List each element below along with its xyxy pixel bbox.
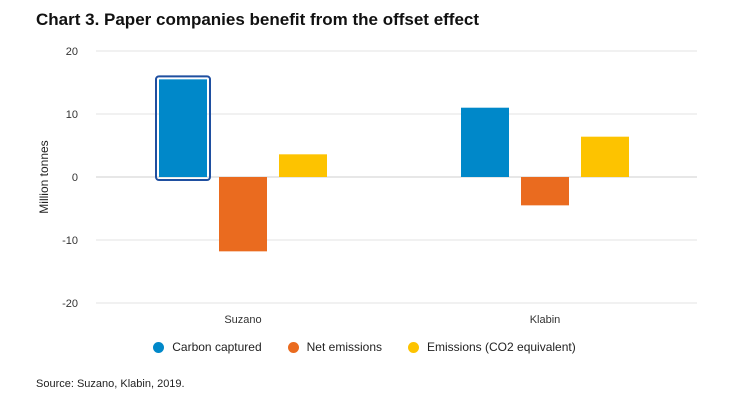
legend-label-carbon-captured: Carbon captured [172, 340, 262, 354]
legend-item-net-emissions[interactable]: Net emissions [287, 340, 382, 354]
legend-item-emissions-co2[interactable]: Emissions (CO2 equivalent) [408, 340, 576, 354]
legend-swatch-emissions-co2 [408, 341, 419, 353]
bar-suzano-net-emissions [219, 177, 267, 252]
y-axis-label: Million tonnes [37, 140, 51, 213]
legend-label-net-emissions: Net emissions [306, 340, 382, 354]
legend-label-emissions-co2: Emissions (CO2 equivalent) [427, 340, 576, 354]
bar-klabin-emissions-co2-equivalent- [581, 136, 629, 177]
y-tick-label: 10 [66, 109, 78, 121]
y-tick-label: 0 [72, 172, 78, 184]
x-tick-label: Klabin [530, 314, 561, 326]
bar-klabin-carbon-captured [461, 107, 509, 177]
bar-chart: 20 10 0 -10 -20 Million tonnes Suzano Klabin [37, 46, 697, 326]
y-tick-label: 20 [66, 46, 78, 58]
chart-legend: Carbon captured Net emissions Emissions … [0, 340, 729, 354]
y-tick-label: -20 [62, 298, 78, 310]
bar-suzano-emissions-co2-equivalent- [279, 154, 327, 177]
bar-klabin-net-emissions [521, 177, 569, 206]
bar-suzano-carbon-captured [159, 79, 207, 177]
bar-selection-outline [155, 75, 211, 181]
legend-swatch-carbon-captured [153, 341, 165, 353]
x-tick-label: Suzano [224, 314, 261, 326]
y-tick-label: -10 [62, 235, 78, 247]
legend-swatch-net-emissions [287, 341, 299, 353]
legend-item-carbon-captured[interactable]: Carbon captured [153, 340, 262, 354]
source-note: Source: Suzano, Klabin, 2019. [36, 378, 185, 390]
chart-title: Chart 3. Paper companies benefit from th… [36, 10, 480, 29]
